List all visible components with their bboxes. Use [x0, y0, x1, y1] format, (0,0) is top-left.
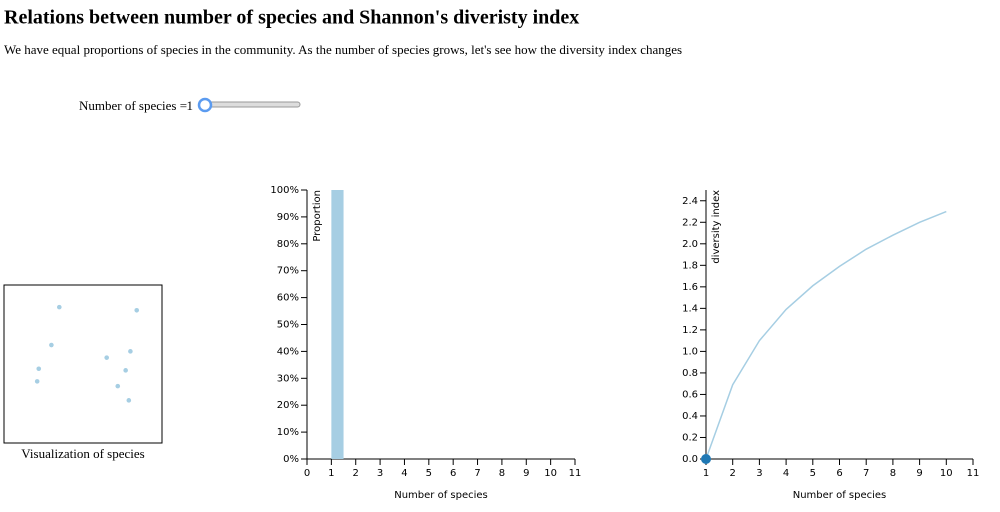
- x-tick-label: 11: [967, 468, 980, 479]
- species-dot: [104, 355, 109, 360]
- y-tick-label: 50%: [277, 320, 299, 331]
- description: We have equal proportions of species in …: [4, 42, 682, 57]
- y-axis-label: Proportion: [312, 190, 323, 242]
- y-tick-label: 2.0: [682, 239, 698, 250]
- species-dot: [123, 368, 128, 373]
- x-tick-label: 7: [474, 468, 480, 479]
- x-tick-label: 4: [783, 468, 789, 479]
- y-tick-label: 70%: [277, 266, 299, 277]
- x-tick-label: 3: [756, 468, 762, 479]
- y-tick-label: 1.6: [682, 282, 698, 293]
- x-tick-label: 11: [569, 468, 582, 479]
- slider-track[interactable]: [203, 101, 301, 108]
- x-tick-label: 1: [328, 468, 334, 479]
- y-tick-label: 1.8: [682, 260, 698, 271]
- x-tick-label: 9: [916, 468, 922, 479]
- x-tick-label: 7: [863, 468, 869, 479]
- current-point: [701, 454, 711, 464]
- x-tick-label: 6: [450, 468, 456, 479]
- x-axis-label: Number of species: [394, 490, 488, 501]
- y-tick-label: 1.0: [682, 346, 698, 357]
- y-tick-label: 1.2: [682, 325, 698, 336]
- y-tick-label: 0.0: [682, 454, 698, 465]
- y-tick-label: 2.4: [682, 196, 698, 207]
- bar: [331, 190, 344, 459]
- x-tick-label: 6: [836, 468, 842, 479]
- species-dot: [57, 304, 62, 310]
- x-axis-label: Number of species: [793, 490, 887, 501]
- x-tick-label: 8: [499, 468, 505, 479]
- y-axis-label: diversity index: [711, 190, 722, 264]
- x-tick-label: 0: [304, 468, 310, 479]
- x-tick-label: 3: [377, 468, 383, 479]
- caption: Visualization of species: [21, 446, 144, 461]
- y-tick-label: 0.6: [682, 389, 698, 400]
- x-tick-label: 4: [401, 468, 407, 479]
- x-tick-label: 2: [730, 468, 736, 479]
- x-tick-label: 1: [703, 468, 709, 479]
- x-tick-label: 5: [810, 468, 816, 479]
- slider-label: Number of species =: [79, 98, 187, 113]
- species-dot: [34, 379, 40, 384]
- x-tick-label: 2: [353, 468, 359, 479]
- x-tick-label: 10: [940, 468, 953, 479]
- page-title: Relations between number of species and …: [4, 7, 579, 29]
- y-tick-label: 20%: [277, 400, 299, 411]
- species-dot: [115, 383, 121, 389]
- diversity-line: [705, 210, 947, 460]
- species-dot: [128, 349, 133, 354]
- species-box: [3, 284, 163, 444]
- y-tick-label: 40%: [277, 346, 299, 357]
- y-tick-label: 100%: [270, 185, 299, 196]
- y-tick-label: 2.2: [682, 217, 698, 228]
- x-tick-label: 9: [523, 468, 529, 479]
- species-dot: [134, 307, 140, 313]
- y-tick-label: 0.4: [682, 411, 698, 422]
- y-tick-label: 80%: [277, 239, 299, 250]
- species-dot: [126, 398, 132, 403]
- species-dot: [36, 366, 42, 372]
- x-tick-label: 10: [544, 468, 557, 479]
- y-tick-label: 10%: [277, 427, 299, 438]
- species-dot: [49, 342, 54, 348]
- y-tick-label: 60%: [277, 293, 299, 304]
- x-tick-label: 8: [890, 468, 896, 479]
- y-tick-label: 90%: [277, 212, 299, 223]
- y-tick-label: 30%: [277, 373, 299, 384]
- slider-knob[interactable]: [197, 97, 213, 113]
- y-tick-label: 1.4: [682, 303, 698, 314]
- y-tick-label: 0%: [283, 454, 299, 465]
- x-tick-label: 5: [426, 468, 432, 479]
- y-tick-label: 0.2: [682, 432, 698, 443]
- y-tick-label: 0.8: [682, 368, 698, 379]
- slider-value: 1: [187, 98, 194, 113]
